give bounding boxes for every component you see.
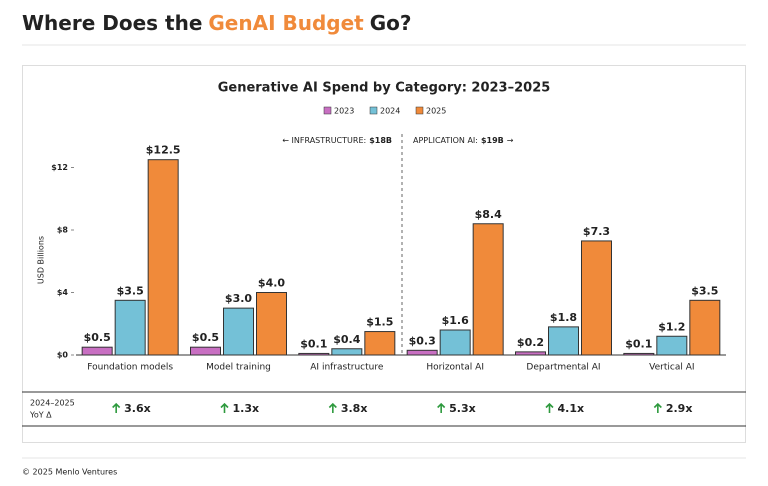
bar bbox=[114, 299, 146, 356]
table-row-label: 2024–2025 bbox=[30, 399, 75, 408]
up-arrow-icon bbox=[112, 402, 121, 413]
value-label: $0.5 bbox=[192, 331, 219, 344]
value-label: $1.2 bbox=[658, 320, 685, 333]
up-arrow-icon bbox=[653, 402, 662, 413]
title-part: Where Does the bbox=[22, 11, 202, 35]
yoy-value: 2.9x bbox=[666, 402, 693, 415]
y-axis-label: USD Billions bbox=[37, 236, 46, 284]
x-tick-label: Model training bbox=[206, 363, 271, 373]
legend-swatch bbox=[323, 106, 332, 115]
bar bbox=[406, 349, 438, 356]
yoy-value: 5.3x bbox=[449, 402, 476, 415]
bar bbox=[223, 307, 254, 356]
value-label: $0.1 bbox=[300, 337, 327, 350]
bar bbox=[81, 346, 113, 356]
up-arrow-icon bbox=[328, 402, 337, 413]
table-row-label: YoY Δ bbox=[29, 411, 52, 420]
value-label: $4.0 bbox=[258, 277, 285, 290]
y-tick-label: $4 bbox=[57, 288, 69, 297]
annotation-text: ← INFRASTRUCTURE: bbox=[282, 136, 366, 145]
bar bbox=[581, 240, 612, 356]
y-tick-label: $8 bbox=[57, 226, 69, 235]
title-highlight: GenAI Budget bbox=[208, 11, 364, 35]
bar bbox=[147, 159, 179, 356]
x-tick-label: Horizontal AI bbox=[426, 363, 484, 373]
yoy-value: 3.6x bbox=[124, 402, 151, 415]
bar bbox=[548, 326, 579, 356]
up-arrow-icon bbox=[220, 402, 229, 413]
card bbox=[22, 65, 746, 443]
y-tick-label: $0 bbox=[57, 351, 69, 360]
value-label: $12.5 bbox=[146, 144, 181, 157]
bar bbox=[256, 292, 287, 356]
up-arrow-icon bbox=[437, 402, 446, 413]
legend-swatch bbox=[369, 106, 378, 115]
yoy-value: 3.8x bbox=[341, 402, 368, 415]
x-tick-label: Vertical AI bbox=[649, 363, 694, 373]
value-label: $0.4 bbox=[333, 333, 360, 346]
yoy-value: 4.1x bbox=[558, 402, 585, 415]
x-tick-label: Departmental AI bbox=[526, 363, 600, 373]
legend-label: 2023 bbox=[334, 107, 354, 116]
value-label: $0.5 bbox=[84, 331, 111, 344]
value-label: $0.3 bbox=[409, 334, 436, 347]
bar bbox=[331, 348, 363, 356]
bar bbox=[364, 331, 396, 356]
bar bbox=[689, 299, 721, 356]
legend-swatch bbox=[415, 106, 424, 115]
up-arrow-icon bbox=[545, 402, 554, 413]
title-part: Go? bbox=[370, 11, 412, 35]
yoy-value: 1.3x bbox=[233, 402, 260, 415]
value-label: $3.5 bbox=[691, 284, 718, 297]
bar bbox=[656, 335, 688, 356]
page-title: Where Does the GenAI Budget Go? bbox=[22, 11, 412, 35]
bar bbox=[439, 329, 471, 356]
value-label: $1.5 bbox=[366, 316, 393, 329]
y-tick-label: $12 bbox=[51, 163, 68, 172]
value-label: $1.6 bbox=[442, 314, 469, 327]
x-tick-label: AI infrastructure bbox=[310, 363, 384, 373]
value-label: $1.8 bbox=[550, 311, 577, 324]
x-tick-label: Foundation models bbox=[87, 363, 173, 373]
value-label: $3.0 bbox=[225, 292, 252, 305]
annotation-arrow: → bbox=[507, 136, 514, 145]
value-label: $8.4 bbox=[475, 208, 502, 221]
value-label: $0.2 bbox=[517, 336, 544, 349]
annotation-amount: $19B bbox=[481, 136, 504, 145]
value-label: $0.1 bbox=[625, 337, 652, 350]
annotation-text: APPLICATION AI: bbox=[413, 136, 478, 145]
legend-label: 2024 bbox=[380, 107, 400, 116]
bar bbox=[472, 223, 504, 356]
footer: © 2025 Menlo Ventures bbox=[22, 468, 117, 477]
value-label: $3.5 bbox=[117, 284, 144, 297]
chart-title: Generative AI Spend by Category: 2023–20… bbox=[218, 81, 551, 96]
value-label: $7.3 bbox=[583, 225, 610, 238]
bar bbox=[190, 346, 221, 356]
annotation: APPLICATION AI: $19B → bbox=[413, 136, 514, 145]
annotation: ← INFRASTRUCTURE: $18B bbox=[282, 136, 392, 145]
legend-label: 2025 bbox=[426, 107, 446, 116]
annotation-amount: $18B bbox=[369, 136, 392, 145]
